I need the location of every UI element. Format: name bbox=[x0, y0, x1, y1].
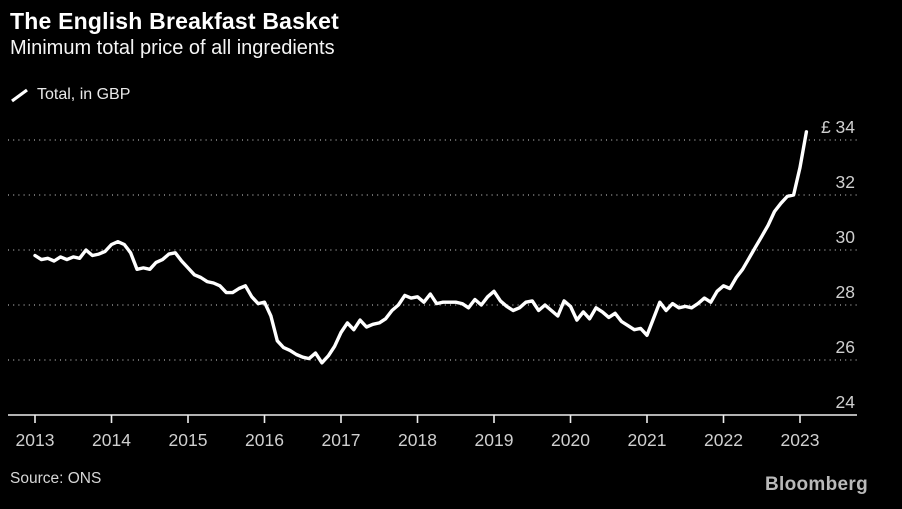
x-tick-label: 2021 bbox=[628, 430, 667, 450]
legend-line-marker-icon bbox=[10, 88, 29, 103]
x-tick-label: 2016 bbox=[245, 430, 284, 450]
source-note: Source: ONS bbox=[10, 470, 102, 487]
y-tick-label: 24 bbox=[836, 392, 856, 412]
y-tick-label: 26 bbox=[836, 337, 855, 357]
x-tick-label: 2018 bbox=[398, 430, 437, 450]
x-tick-label: 2020 bbox=[551, 430, 590, 450]
x-tick-label: 2019 bbox=[475, 430, 514, 450]
x-tick-label: 2013 bbox=[16, 430, 55, 450]
price-line bbox=[33, 130, 809, 365]
x-tick-label: 2022 bbox=[704, 430, 743, 450]
y-tick-label: £ 34 bbox=[821, 117, 855, 137]
y-tick-label: 30 bbox=[836, 227, 856, 247]
page-subtitle: Minimum total price of all ingredients bbox=[10, 37, 335, 59]
legend: Total, in GBP bbox=[10, 86, 130, 104]
y-tick-label: 28 bbox=[836, 282, 855, 302]
y-tick-label: 32 bbox=[836, 172, 855, 192]
x-tick-label: 2017 bbox=[322, 430, 361, 450]
page-title: The English Breakfast Basket bbox=[10, 8, 339, 34]
x-tick-label: 2015 bbox=[169, 430, 208, 450]
legend-label: Total, in GBP bbox=[37, 86, 131, 103]
x-tick-label: 2014 bbox=[92, 430, 131, 450]
x-tick-label: 2023 bbox=[781, 430, 820, 450]
bloomberg-logo: Bloomberg bbox=[765, 474, 868, 495]
